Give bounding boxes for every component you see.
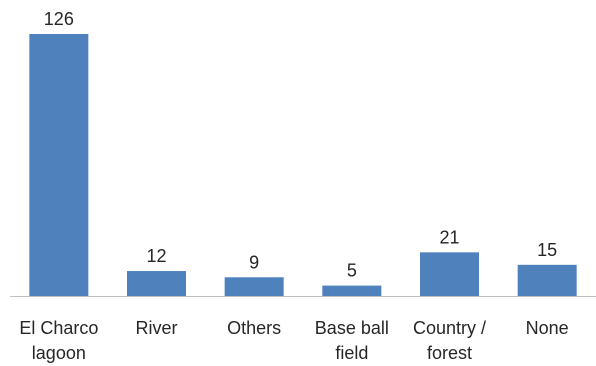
bar-5 <box>420 252 479 296</box>
data-label-6: 15 <box>537 240 557 260</box>
bar-1 <box>29 34 88 296</box>
category-label-2: River <box>135 318 177 338</box>
category-label-4: Base ball field <box>315 318 389 363</box>
category-label-6: None <box>526 318 569 338</box>
data-labels-group: 126 12 9 5 21 15 <box>44 9 557 281</box>
data-label-2: 12 <box>146 246 166 266</box>
category-label-1: El Charco lagoon <box>19 318 98 363</box>
category-label-5: Country / forest <box>413 318 486 363</box>
bar-2 <box>127 271 186 296</box>
bar-6 <box>518 265 577 296</box>
data-label-1: 126 <box>44 9 74 29</box>
bar-4 <box>322 286 381 296</box>
data-label-5: 21 <box>439 227 459 247</box>
data-label-3: 9 <box>249 252 259 272</box>
bars-group <box>29 34 576 296</box>
category-labels-group: El Charco lagoon River Others Base ball field… <box>19 318 568 363</box>
bar-3 <box>225 277 284 296</box>
data-label-4: 5 <box>347 261 357 281</box>
category-label-3: Others <box>227 318 281 338</box>
